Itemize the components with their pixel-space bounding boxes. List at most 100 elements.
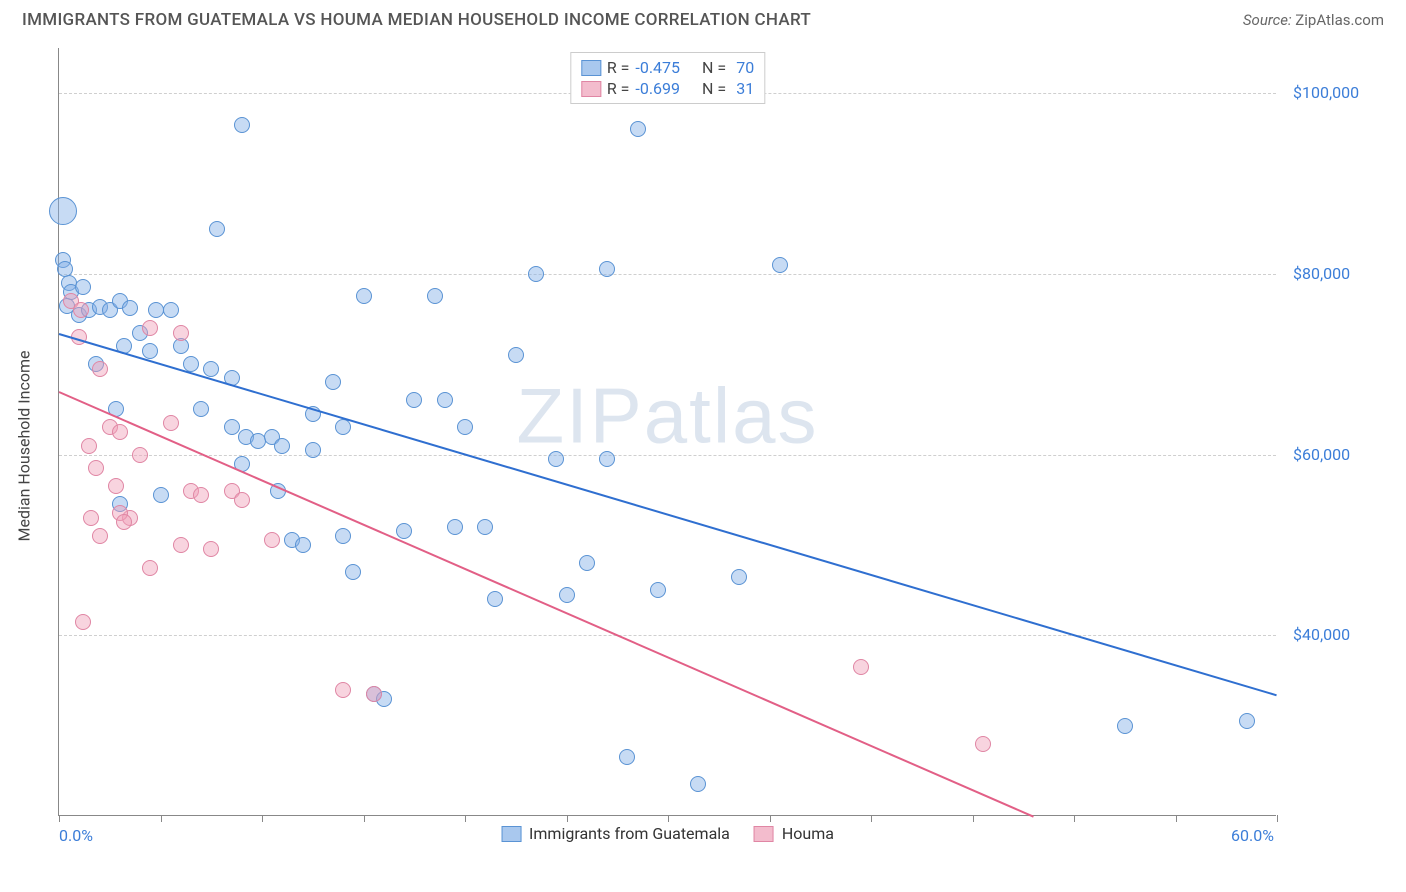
series-legend: Immigrants from Guatemala Houma — [501, 824, 834, 843]
series-name: Immigrants from Guatemala — [529, 824, 730, 843]
data-point — [75, 279, 91, 295]
data-point — [142, 560, 158, 576]
gridline — [59, 274, 1276, 275]
data-point — [690, 776, 706, 792]
x-tick — [770, 815, 771, 822]
data-point — [559, 587, 575, 603]
data-point — [335, 528, 351, 544]
data-point — [528, 266, 544, 282]
data-point — [599, 261, 615, 277]
data-point — [356, 288, 372, 304]
data-point — [335, 682, 351, 698]
data-point — [92, 528, 108, 544]
data-point — [173, 325, 189, 341]
trend-line — [59, 333, 1278, 696]
data-point — [142, 343, 158, 359]
y-tick-label: $60,000 — [1293, 445, 1350, 464]
data-point — [153, 487, 169, 503]
data-point — [203, 361, 219, 377]
data-point — [650, 582, 666, 598]
data-point — [325, 374, 341, 390]
data-point — [193, 401, 209, 417]
gridline — [59, 635, 1276, 636]
data-point — [508, 347, 524, 363]
source-credit: Source: ZipAtlas.com — [1243, 11, 1384, 29]
series-name: Houma — [782, 824, 834, 843]
data-point — [49, 197, 77, 225]
n-label: N = — [702, 58, 726, 77]
data-point — [132, 447, 148, 463]
data-point — [579, 555, 595, 571]
r-value: -0.699 — [635, 79, 680, 98]
data-point — [209, 221, 225, 237]
x-tick — [1277, 815, 1278, 822]
data-point — [75, 614, 91, 630]
series-legend-item: Immigrants from Guatemala — [501, 824, 730, 843]
x-tick — [567, 815, 568, 822]
data-point — [853, 659, 869, 675]
data-point — [335, 419, 351, 435]
data-point — [599, 451, 615, 467]
data-point — [772, 257, 788, 273]
data-point — [427, 288, 443, 304]
source-label: Source: — [1243, 11, 1292, 29]
data-point — [619, 749, 635, 765]
data-point — [234, 492, 250, 508]
r-label: R = — [607, 58, 630, 77]
n-value: 70 — [736, 58, 754, 77]
legend-swatch — [501, 826, 521, 842]
x-tick — [1176, 815, 1177, 822]
data-point — [975, 736, 991, 752]
data-point — [457, 419, 473, 435]
data-point — [1239, 713, 1255, 729]
data-point — [731, 569, 747, 585]
data-point — [396, 523, 412, 539]
data-point — [477, 519, 493, 535]
chart-title: IMMIGRANTS FROM GUATEMALA VS HOUMA MEDIA… — [22, 10, 811, 30]
data-point — [83, 510, 99, 526]
n-value: 31 — [736, 79, 754, 98]
data-point — [203, 541, 219, 557]
data-point — [234, 117, 250, 133]
data-point — [112, 424, 128, 440]
x-tick — [59, 815, 60, 822]
data-point — [487, 591, 503, 607]
data-point — [142, 320, 158, 336]
data-point — [366, 686, 382, 702]
x-tick — [973, 815, 974, 822]
data-point — [81, 438, 97, 454]
y-tick-label: $80,000 — [1293, 264, 1350, 283]
data-point — [345, 564, 361, 580]
data-point — [1117, 718, 1133, 734]
plot-region: ZIPatlas $40,000$60,000$80,000$100,0000.… — [58, 48, 1276, 816]
x-tick — [465, 815, 466, 822]
r-label: R = — [607, 79, 630, 98]
legend-swatch — [581, 81, 601, 97]
data-point — [92, 361, 108, 377]
data-point — [274, 438, 290, 454]
x-tick-label: 60.0% — [1231, 826, 1274, 845]
data-point — [548, 451, 564, 467]
x-tick — [161, 815, 162, 822]
data-point — [406, 392, 422, 408]
x-tick — [871, 815, 872, 822]
x-tick — [364, 815, 365, 822]
y-axis-label: Median Household Income — [15, 351, 34, 542]
r-value: -0.475 — [635, 58, 680, 77]
data-point — [447, 519, 463, 535]
x-tick — [1074, 815, 1075, 822]
chart-header: IMMIGRANTS FROM GUATEMALA VS HOUMA MEDIA… — [0, 0, 1406, 34]
data-point — [116, 514, 132, 530]
data-point — [163, 302, 179, 318]
n-label: N = — [702, 79, 726, 98]
data-point — [88, 460, 104, 476]
data-point — [437, 392, 453, 408]
data-point — [630, 121, 646, 137]
data-point — [122, 300, 138, 316]
stats-legend: R = -0.475 N = 70 R = -0.699 N = 31 — [570, 52, 765, 104]
x-tick — [668, 815, 669, 822]
source-value: ZipAtlas.com — [1295, 11, 1384, 29]
y-tick-label: $40,000 — [1293, 625, 1350, 644]
x-tick — [262, 815, 263, 822]
data-point — [264, 532, 280, 548]
